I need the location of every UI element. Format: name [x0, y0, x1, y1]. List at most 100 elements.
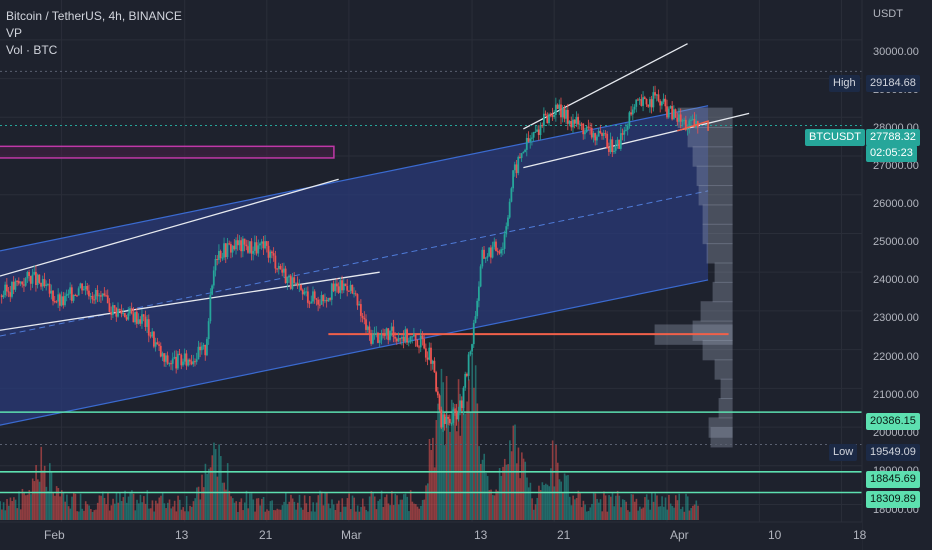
volume-bar [344, 506, 347, 520]
volume-bar [432, 437, 434, 520]
volume-bar [28, 490, 31, 520]
candle-body [546, 115, 549, 124]
volume-bar [495, 489, 497, 520]
volume-bar [296, 502, 299, 520]
volume-bar [601, 511, 604, 520]
volume-bar [387, 503, 390, 520]
volume-bar [336, 503, 338, 520]
candle-body [495, 241, 497, 251]
volume-bar [623, 499, 626, 520]
volume-bar [358, 511, 361, 520]
volume-bar [153, 511, 155, 520]
candle-body [397, 338, 400, 342]
volume-bar [399, 499, 402, 520]
volume-bar [125, 502, 128, 520]
candle-body [284, 268, 287, 284]
candle-body [573, 119, 576, 124]
volume-bar [527, 487, 530, 520]
volume-bar [228, 490, 231, 520]
volume-bar [529, 482, 532, 520]
price-tick: 25000.00 [873, 236, 919, 248]
candle-body [64, 295, 66, 306]
volume-bar [250, 493, 253, 520]
candle-body [241, 238, 244, 252]
candle-body [35, 271, 37, 285]
currency-unit[interactable]: USDT [873, 8, 903, 20]
candle-body [117, 308, 119, 317]
candle-body [649, 99, 651, 107]
volume-profile-row [696, 165, 733, 187]
candle-body [322, 295, 325, 302]
indicator-vp-label[interactable]: VP [6, 26, 23, 40]
volume-bar [353, 497, 356, 520]
candle-body [170, 363, 172, 365]
volume-profile-row [714, 359, 733, 380]
candle-body [695, 121, 697, 127]
candle-body [271, 251, 273, 254]
candle-body [224, 243, 227, 258]
drawn-marker [677, 120, 709, 132]
candle-body [229, 244, 232, 253]
volume-bar [86, 504, 89, 520]
candle-body [31, 274, 34, 284]
low-value: 19549.09 [866, 444, 920, 461]
low-label: Low [829, 444, 858, 461]
volume-bar [173, 500, 176, 520]
candle-body [464, 373, 467, 388]
volume-bar [476, 403, 479, 520]
candle-body [29, 276, 32, 284]
volume-bar [370, 491, 373, 520]
volume-bar [635, 498, 638, 520]
volume-bar [110, 505, 113, 520]
candle-body [23, 284, 25, 286]
candle-body [596, 136, 598, 141]
volume-bar [683, 511, 686, 520]
symbol-title: Bitcoin / TetherUS, 4h, BINANCE [6, 9, 182, 23]
candle-body [223, 243, 225, 258]
volume-bar [59, 496, 61, 520]
volume-bar [553, 486, 556, 520]
candle-body [300, 284, 302, 290]
volume-bar [522, 458, 525, 520]
candle-body [313, 291, 316, 299]
candle-body [361, 315, 364, 318]
candle-body [12, 281, 15, 290]
candle-body [584, 132, 586, 135]
volume-bar [298, 494, 301, 520]
volume-bar [411, 501, 414, 520]
candle-body [144, 316, 147, 327]
volume-bar [531, 498, 533, 520]
candle-body [100, 295, 102, 297]
volume-bar [19, 509, 22, 520]
candle-body [175, 356, 178, 369]
candle-body [390, 326, 393, 331]
candle-body [358, 304, 361, 306]
volume-bar [237, 511, 239, 520]
volume-bar [230, 496, 232, 520]
volume-bar [360, 507, 362, 520]
candle-body [527, 137, 530, 142]
candle-body [58, 294, 61, 306]
candle-body [72, 294, 75, 301]
volume-bar [264, 511, 267, 520]
candle-body [344, 283, 347, 286]
volume-bar [11, 501, 13, 520]
candle-body [442, 414, 444, 428]
volume-bar [493, 495, 496, 520]
volume-bar [16, 508, 19, 520]
volume-bar [143, 496, 145, 520]
volume-profile-row [710, 427, 733, 448]
volume-bar [603, 491, 605, 520]
volume-bar [79, 493, 82, 520]
volume-bar [148, 508, 150, 520]
candle-body [443, 414, 446, 425]
candle-body [354, 293, 357, 295]
volume-bar [488, 490, 491, 520]
candle-body [120, 310, 123, 314]
indicator-volume-label[interactable]: Vol · BTC [6, 43, 58, 57]
candle-body [599, 130, 602, 133]
volume-bar [579, 492, 581, 520]
volume-bar [172, 506, 174, 520]
